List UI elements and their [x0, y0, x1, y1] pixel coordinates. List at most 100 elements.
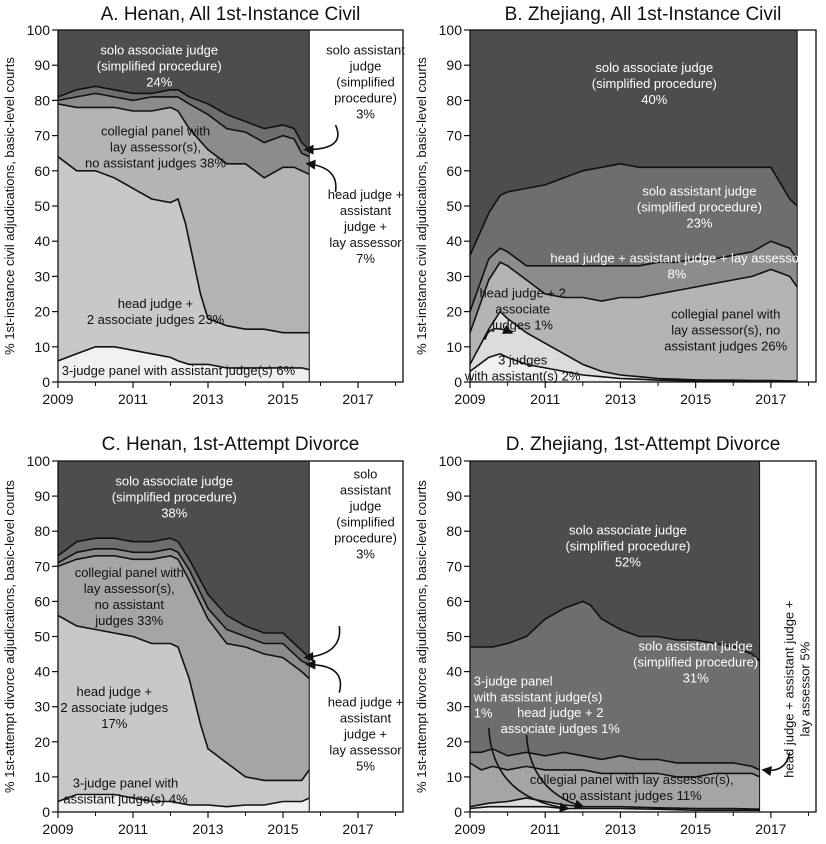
area-band-3 — [470, 262, 798, 381]
y-tick-label: 70 — [446, 128, 462, 144]
band-annotation: head judge +2 associate judges 17% — [60, 684, 168, 731]
area-band-2 — [470, 311, 798, 382]
y-tick-label: 90 — [446, 488, 462, 504]
y-tick-label: 80 — [34, 523, 50, 539]
series-line-5 — [58, 537, 310, 659]
area-band-6 — [58, 30, 310, 150]
area-band-4 — [58, 93, 310, 178]
band-annotation: solo assistant judge (simplified procedure)… — [326, 43, 405, 122]
band-annotation: 3 judges with assistant(s) 2% — [464, 352, 581, 383]
x-tick-label: 2011 — [118, 391, 148, 407]
y-tick-label: 70 — [34, 558, 50, 574]
y-tick-label: 80 — [34, 92, 50, 108]
series-line-2 — [470, 310, 798, 382]
y-tick-label: 20 — [34, 304, 50, 320]
chart-panel-4: D. Zhejiang, 1st-Attempt Divorce 0 10 20 30 4… — [414, 434, 817, 837]
y-tick-label: 90 — [446, 57, 462, 73]
y-tick-label: 0 — [42, 804, 50, 820]
area-band-4 — [470, 241, 798, 333]
series-line-4 — [470, 747, 760, 771]
x-tick-label: 2017 — [755, 391, 786, 407]
area-band-1 — [58, 794, 310, 812]
y-tick-label: 40 — [446, 664, 462, 680]
chart-title: A. Henan, All 1st-Instance Civil — [101, 4, 361, 25]
y-tick-label: 40 — [34, 233, 50, 249]
annotation-arrow — [488, 727, 570, 813]
band-annotation: solo associate judge (simplified procedur… — [592, 60, 717, 107]
band-annotation: solo associate judge (simplified procedur… — [97, 43, 222, 90]
band-annotation: head judge +2 associate judges 23% — [87, 296, 225, 327]
x-tick-label: 2015 — [680, 391, 711, 407]
series-line-2 — [58, 614, 310, 782]
y-tick-label: 100 — [27, 22, 51, 38]
series-line-4 — [58, 547, 310, 666]
y-tick-label: 10 — [34, 339, 50, 355]
chart-title: C. Henan, 1st-Attempt Divorce — [102, 434, 360, 455]
y-tick-label: 30 — [34, 699, 50, 715]
series-line-3 — [58, 103, 310, 179]
y-tick-label: 70 — [34, 128, 50, 144]
x-tick-label: 2015 — [680, 821, 711, 837]
x-tick-label: 2009 — [454, 391, 485, 407]
chart-panel-2: B. Zhejiang, All 1st-Instance Civil 0 10 20… — [414, 4, 817, 407]
y-tick-label: 100 — [27, 453, 51, 469]
x-tick-label: 2013 — [192, 391, 223, 407]
y-tick-label: 70 — [446, 558, 462, 574]
x-tick-label: 2013 — [605, 391, 636, 407]
rotated-annotation: head judge + assistant judge +lay assess… — [781, 601, 812, 778]
y-tick-label: 10 — [34, 769, 50, 785]
y-tick-label: 90 — [34, 57, 50, 73]
y-tick-label: 40 — [34, 664, 50, 680]
area-band-6 — [470, 461, 760, 662]
series-line-4 — [470, 240, 798, 312]
annotation-arrow — [761, 752, 791, 777]
annotation-arrow — [484, 324, 514, 340]
y-tick-label: 30 — [446, 268, 462, 284]
band-annotation: collegial panel with lay assessor(s), no a… — [664, 307, 787, 354]
band-annotation: head judge + 2 associate judges 1% — [501, 705, 621, 736]
y-tick-label: 20 — [446, 734, 462, 750]
x-tick-label: 2013 — [192, 821, 223, 837]
y-axis-label: % 1st-attempt divorce adjudications, bas… — [414, 480, 429, 793]
area-band-4 — [58, 548, 310, 679]
chart-title: B. Zhejiang, All 1st-Instance Civil — [505, 4, 782, 25]
annotation-arrow — [305, 159, 337, 193]
area-band-5 — [58, 538, 310, 665]
y-tick-label: 20 — [34, 734, 50, 750]
chart-title: D. Zhejiang, 1st-Attempt Divorce — [506, 434, 781, 455]
band-annotation: 3-judge panel with assistant judge(s) 4% — [63, 775, 188, 806]
band-annotation: solo associate judge (simplified procedur… — [112, 474, 237, 521]
series-line-2 — [58, 156, 310, 334]
y-tick-label: 30 — [446, 699, 462, 715]
band-annotation: collegial panel with lay assessor(s), no a… — [75, 565, 184, 628]
x-tick-label: 2009 — [42, 391, 73, 407]
y-tick-label: 50 — [446, 629, 462, 645]
y-tick-label: 20 — [446, 304, 462, 320]
y-axis-label: % 1st-instance civil adjudications, basi… — [414, 57, 429, 355]
band-annotation: solo associate judge (simplified procedur… — [565, 523, 690, 570]
y-tick-label: 0 — [42, 374, 50, 390]
y-tick-label: 80 — [446, 92, 462, 108]
band-annotation: solo assistant judge (simplified procedure) 3… — [334, 467, 397, 562]
chart-panel-1: A. Henan, All 1st-Instance Civil 0 10 20 30 4… — [2, 4, 405, 407]
series-line-5 — [58, 85, 310, 151]
y-tick-label: 80 — [446, 523, 462, 539]
y-tick-label: 10 — [446, 339, 462, 355]
y-tick-label: 50 — [34, 198, 50, 214]
area-band-2 — [58, 156, 310, 370]
y-tick-label: 90 — [34, 488, 50, 504]
area-band-6 — [470, 30, 798, 256]
y-tick-label: 50 — [34, 629, 50, 645]
series-line-5 — [470, 600, 761, 662]
series-line-3 — [470, 762, 760, 778]
area-band-1 — [58, 346, 310, 382]
x-tick-label: 2015 — [267, 821, 298, 837]
y-tick-label: 100 — [439, 453, 463, 469]
band-annotation: solo assistant judge (simplified procedur… — [637, 183, 762, 230]
band-annotation: 3-judge panel with assistant judge(s) 1% — [473, 674, 603, 721]
chart-panel-3: C. Henan, 1st-Attempt Divorce 0 10 20 30 40 50… — [2, 434, 404, 837]
y-axis-label: % 1st-instance civil adjudications, basi… — [2, 57, 17, 355]
band-annotation: collegial panel with lay assessor(s), no … — [530, 772, 734, 803]
x-tick-label: 2011 — [118, 821, 148, 837]
